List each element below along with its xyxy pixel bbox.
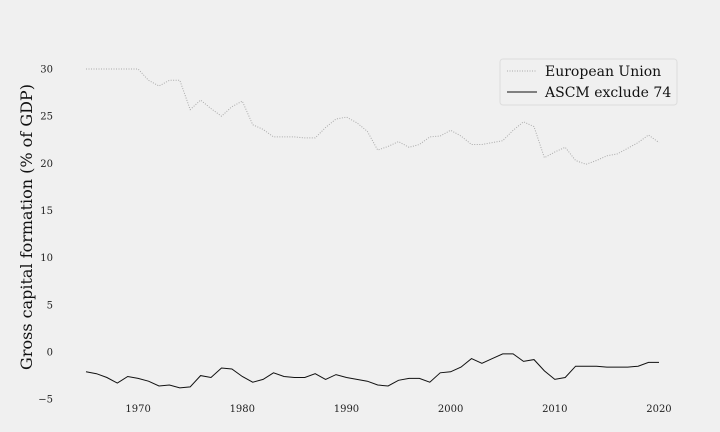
y-tick-label: 30 [40, 65, 53, 76]
y-tick-label: 0 [47, 348, 53, 359]
y-tick-label: −5 [38, 395, 53, 406]
y-tick-label: 10 [40, 253, 53, 264]
series-line-european-union [86, 68, 660, 165]
x-tick-label: 1970 [125, 404, 150, 415]
y-axis-label: Gross capital formation (% of GDP) [17, 84, 36, 370]
legend: European Union ASCM exclude 74 [499, 58, 678, 106]
series-lines [85, 68, 660, 389]
x-tick-label: 2020 [646, 404, 671, 415]
x-tick-label: 1990 [334, 404, 359, 415]
legend-label-european-union: European Union [545, 64, 661, 80]
y-axis-label-group: Gross capital formation (% of GDP) [17, 84, 36, 370]
y-tick-label: 15 [40, 206, 53, 217]
legend-box [499, 58, 678, 106]
x-axis-ticks: 1970 1980 1990 2000 2010 2020 [125, 404, 671, 415]
y-tick-label: 20 [40, 159, 53, 170]
series-line-ascm-exclude-74 [85, 353, 659, 389]
y-tick-label: 5 [47, 300, 53, 311]
y-axis-ticks: −5 0 5 10 15 20 25 30 [38, 65, 53, 406]
x-tick-label: 1980 [230, 404, 255, 415]
y-tick-label: 25 [40, 112, 53, 123]
x-tick-label: 2010 [542, 404, 567, 415]
legend-label-ascm-exclude-74: ASCM exclude 74 [544, 85, 671, 101]
x-tick-label: 2000 [438, 404, 463, 415]
